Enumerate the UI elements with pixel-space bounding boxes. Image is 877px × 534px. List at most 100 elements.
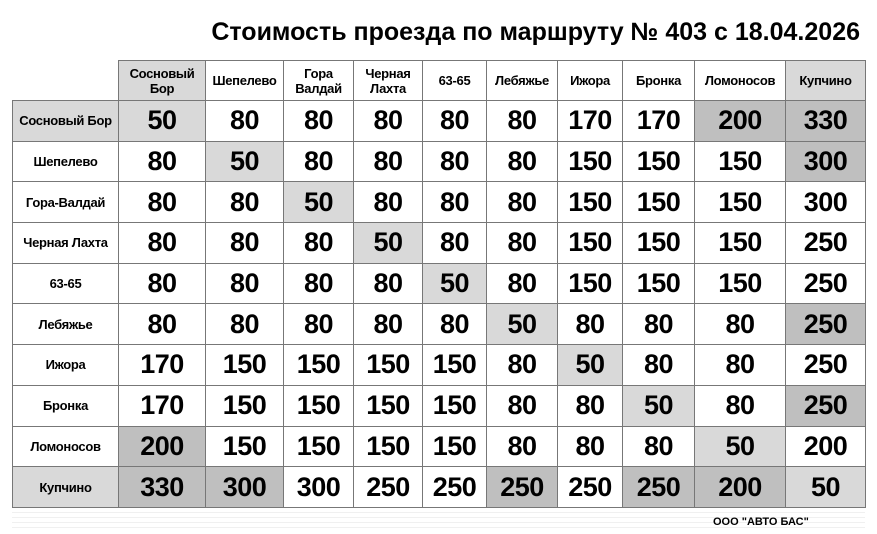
fare-cell: 80 bbox=[353, 100, 423, 142]
fare-cell: 50 bbox=[785, 466, 866, 508]
fare-cell: 150 bbox=[622, 181, 695, 224]
fare-cell: 150 bbox=[557, 222, 623, 264]
fare-cell: 150 bbox=[283, 344, 354, 386]
company-name: ООО "АВТО БАС" bbox=[713, 516, 809, 528]
column-header: Лебяжье bbox=[486, 60, 558, 101]
fare-cell: 80 bbox=[486, 344, 558, 386]
column-header: Сосновый Бор bbox=[118, 60, 206, 101]
fare-cell: 150 bbox=[557, 181, 623, 224]
fare-cell: 250 bbox=[785, 384, 866, 427]
column-header: Ижора bbox=[557, 60, 623, 101]
fare-cell: 150 bbox=[557, 262, 623, 305]
fare-cell: 170 bbox=[622, 100, 695, 142]
fare-cell: 80 bbox=[622, 303, 695, 346]
fare-cell: 150 bbox=[422, 425, 487, 468]
fare-cell: 80 bbox=[118, 140, 206, 183]
fare-cell: 200 bbox=[785, 425, 866, 468]
fare-cell: 80 bbox=[118, 222, 206, 264]
fare-cell: 80 bbox=[694, 344, 786, 386]
fare-cell: 170 bbox=[557, 100, 623, 142]
fare-cell: 170 bbox=[118, 344, 206, 386]
fare-cell: 80 bbox=[422, 222, 487, 264]
fare-cell: 80 bbox=[283, 222, 354, 264]
fare-cell: 250 bbox=[785, 344, 866, 386]
fare-cell: 150 bbox=[283, 384, 354, 427]
fare-cell: 150 bbox=[622, 222, 695, 264]
fare-cell: 80 bbox=[118, 181, 206, 224]
table-row: Купчино 330 300 300 250 250 250 250 250 200 50 bbox=[12, 466, 866, 508]
fare-cell: 250 bbox=[785, 222, 866, 264]
fare-cell: 80 bbox=[622, 425, 695, 468]
fare-cell: 80 bbox=[353, 181, 423, 224]
fare-cell: 80 bbox=[486, 425, 558, 468]
fare-cell: 250 bbox=[486, 466, 558, 508]
column-header: Шепелево bbox=[205, 60, 284, 101]
column-header: Гора Валдай bbox=[283, 60, 354, 101]
fare-cell: 50 bbox=[422, 262, 487, 305]
fare-cell: 80 bbox=[422, 181, 487, 224]
fare-cell: 150 bbox=[694, 262, 786, 305]
fare-cell: 80 bbox=[353, 262, 423, 305]
fare-cell: 80 bbox=[353, 303, 423, 346]
fare-cell: 50 bbox=[486, 303, 558, 346]
fare-cell: 150 bbox=[353, 344, 423, 386]
fare-cell: 50 bbox=[622, 384, 695, 427]
column-header: 63-65 bbox=[422, 60, 487, 101]
row-header: Лебяжье bbox=[12, 303, 119, 346]
fare-table: Сосновый Бор Шепелево Гора Валдай Черная Ла… bbox=[12, 60, 866, 508]
header-row: Сосновый Бор Шепелево Гора Валдай Черная Ла… bbox=[12, 60, 866, 101]
fare-cell: 150 bbox=[557, 140, 623, 183]
table-row: Ижора 170 150 150 150 150 80 50 80 80 250 bbox=[12, 344, 866, 386]
fare-cell: 150 bbox=[283, 425, 354, 468]
fare-cell: 150 bbox=[353, 425, 423, 468]
fare-cell: 150 bbox=[205, 425, 284, 468]
fare-cell: 50 bbox=[557, 344, 623, 386]
fare-cell: 250 bbox=[422, 466, 487, 508]
table-row: Гора-Валдай 80 80 50 80 80 80 150 150 150 300 bbox=[12, 181, 866, 224]
column-header: Купчино bbox=[785, 60, 866, 101]
fare-cell: 250 bbox=[353, 466, 423, 508]
row-header: Гора-Валдай bbox=[12, 181, 119, 224]
fare-cell: 170 bbox=[118, 384, 206, 427]
fare-cell: 150 bbox=[622, 140, 695, 183]
row-header: Шепелево bbox=[12, 140, 119, 183]
fare-cell: 50 bbox=[353, 222, 423, 264]
fare-cell: 80 bbox=[205, 222, 284, 264]
fare-cell: 200 bbox=[694, 100, 786, 142]
fare-cell: 50 bbox=[118, 100, 206, 142]
fare-cell: 80 bbox=[694, 303, 786, 346]
fare-cell: 330 bbox=[785, 100, 866, 142]
fare-cell: 150 bbox=[205, 384, 284, 427]
fare-cell: 150 bbox=[353, 384, 423, 427]
page-title: Стоимость проезда по маршруту № 403 с 18… bbox=[211, 18, 860, 46]
fare-cell: 80 bbox=[486, 181, 558, 224]
fare-cell: 50 bbox=[283, 181, 354, 224]
table-row: Бронка 170 150 150 150 150 80 80 50 80 250 bbox=[12, 384, 866, 427]
fare-cell: 80 bbox=[486, 384, 558, 427]
fare-cell: 80 bbox=[205, 303, 284, 346]
fare-cell: 330 bbox=[118, 466, 206, 508]
fare-cell: 80 bbox=[283, 140, 354, 183]
fare-cell: 80 bbox=[118, 262, 206, 305]
table-row: 63-65 80 80 80 80 50 80 150 150 150 250 bbox=[12, 262, 866, 305]
fare-cell: 150 bbox=[694, 222, 786, 264]
fare-cell: 50 bbox=[694, 425, 786, 468]
table-row: Шепелево 80 50 80 80 80 80 150 150 150 300 bbox=[12, 140, 866, 183]
fare-cell: 80 bbox=[283, 100, 354, 142]
fare-cell: 200 bbox=[118, 425, 206, 468]
fare-cell: 80 bbox=[557, 384, 623, 427]
column-header: Черная Лахта bbox=[353, 60, 423, 101]
fare-cell: 80 bbox=[205, 181, 284, 224]
fare-cell: 150 bbox=[694, 140, 786, 183]
table-row: Сосновый Бор 50 80 80 80 80 80 170 170 200 330 bbox=[12, 100, 866, 142]
fare-cell: 80 bbox=[205, 262, 284, 305]
column-header: Ломоносов bbox=[694, 60, 786, 101]
fare-cell: 200 bbox=[694, 466, 786, 508]
fare-cell: 80 bbox=[422, 303, 487, 346]
fare-cell: 150 bbox=[622, 262, 695, 305]
fare-cell: 250 bbox=[557, 466, 623, 508]
fare-cell: 80 bbox=[486, 222, 558, 264]
row-header: Купчино bbox=[12, 466, 119, 508]
fare-cell: 150 bbox=[422, 344, 487, 386]
fare-cell: 80 bbox=[557, 425, 623, 468]
